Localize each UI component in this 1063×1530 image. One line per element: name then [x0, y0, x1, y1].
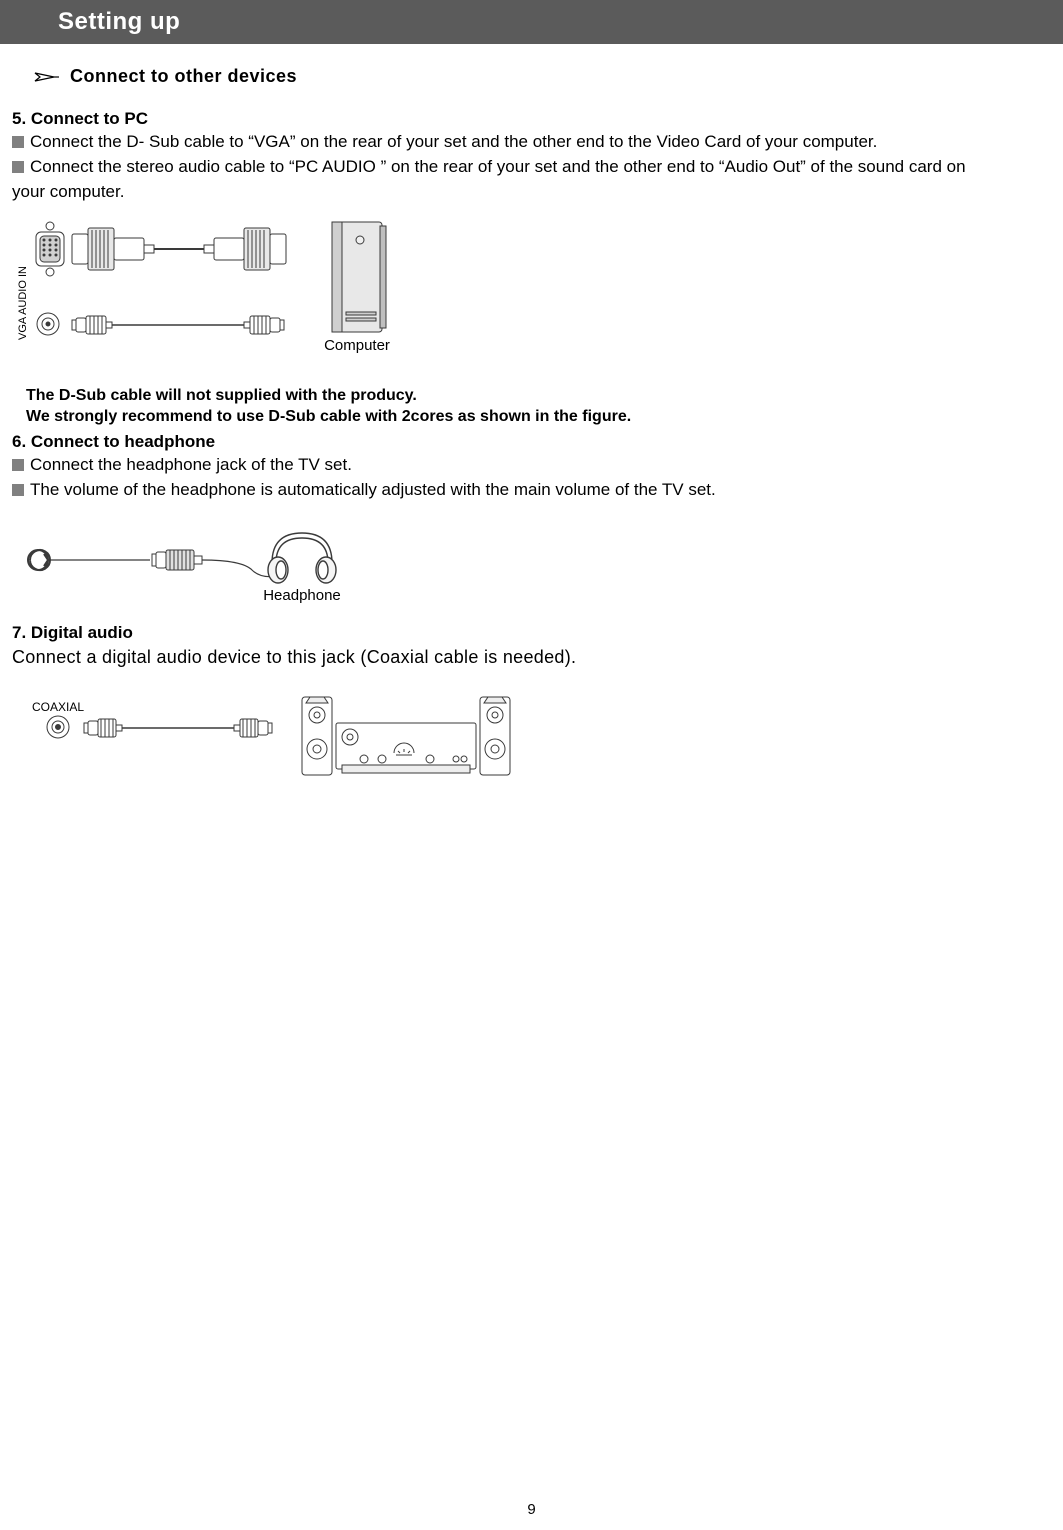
caption-computer: Computer — [324, 337, 390, 354]
section5-note1: The D-Sub cable will not supplied with t… — [26, 385, 1051, 407]
section5-title: 5. Connect to PC — [12, 109, 1051, 129]
label-coaxial: COAXIAL — [32, 700, 84, 714]
caption-headphone: Headphone — [263, 587, 341, 604]
section6-title: 6. Connect to headphone — [12, 432, 1051, 452]
section5-bullet2-text: Connect the stereo audio cable to “PC AU… — [30, 156, 966, 179]
section6-bullet2-text: The volume of the headphone is automatic… — [30, 479, 716, 502]
section5-note2: We strongly recommend to use D-Sub cable… — [26, 406, 1051, 428]
section5-note: The D-Sub cable will not supplied with t… — [26, 385, 1051, 428]
bullet-square-icon — [12, 459, 24, 471]
subheader-text: Connect to other devices — [70, 66, 297, 87]
diagram-coaxial: COAXIAL — [12, 693, 1051, 808]
diagram-pc-connection: VGA VGA AUDIO IN — [12, 212, 1051, 377]
header-title: Setting up — [58, 8, 180, 36]
bullet-square-icon — [12, 161, 24, 173]
subheader-row: Connect to other devices — [34, 66, 1051, 87]
section5-bullet2-cont: your computer. — [12, 181, 1051, 204]
section7-desc: Connect a digital audio device to this j… — [12, 645, 1051, 669]
label-vga-audio: VGA AUDIO IN — [17, 266, 29, 340]
page-content: Connect to other devices 5. Connect to P… — [0, 44, 1063, 808]
arrow-icon — [34, 70, 60, 84]
section6-bullet1-text: Connect the headphone jack of the TV set… — [30, 454, 352, 477]
section5-bullet1: Connect the D- Sub cable to “VGA” on the… — [12, 131, 1051, 154]
section6-bullet2: The volume of the headphone is automatic… — [12, 479, 1051, 502]
bullet-square-icon — [12, 136, 24, 148]
section5-bullet1-text: Connect the D- Sub cable to “VGA” on the… — [30, 131, 877, 154]
diagram-headphone: Headphone — [12, 520, 1051, 615]
section6-bullet1: Connect the headphone jack of the TV set… — [12, 454, 1051, 477]
section7-title: 7. Digital audio — [12, 623, 1051, 643]
bullet-square-icon — [12, 484, 24, 496]
page-header: Setting up — [0, 0, 1063, 44]
section5-bullet2: Connect the stereo audio cable to “PC AU… — [12, 156, 1051, 179]
page-number: 9 — [0, 1501, 1063, 1518]
